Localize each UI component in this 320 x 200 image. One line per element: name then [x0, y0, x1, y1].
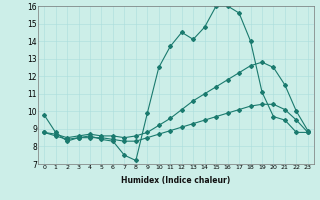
X-axis label: Humidex (Indice chaleur): Humidex (Indice chaleur) [121, 176, 231, 185]
